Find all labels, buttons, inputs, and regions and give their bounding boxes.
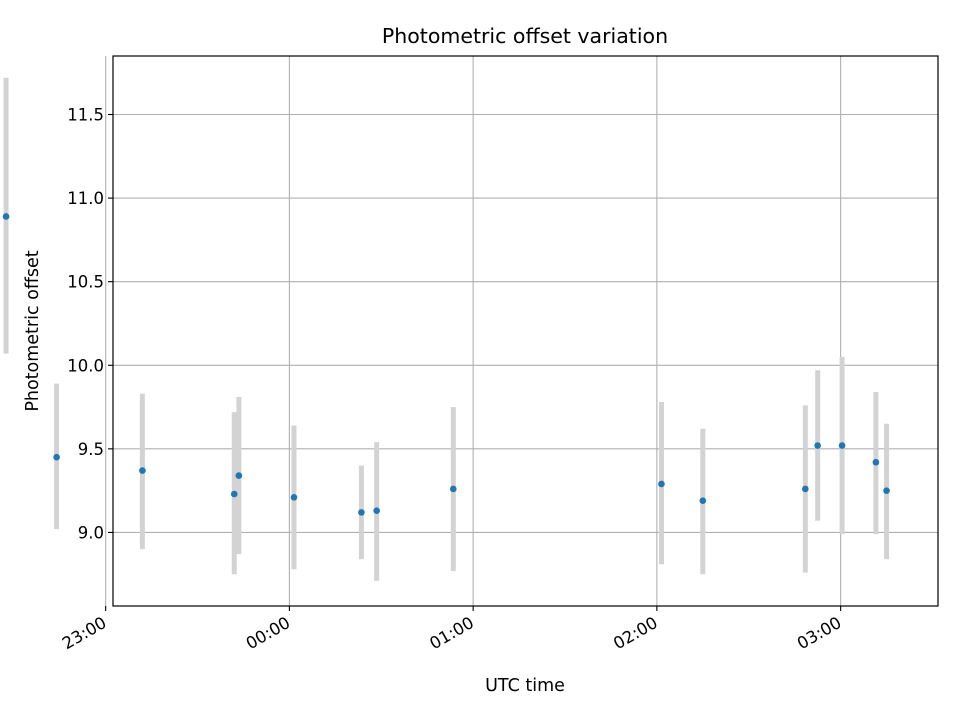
data-point — [449, 485, 457, 493]
data-point — [139, 467, 146, 474]
data-point — [802, 485, 809, 493]
chart-title: Photometric offset variation — [382, 24, 668, 48]
data-point — [358, 509, 365, 516]
plot-frame — [112, 55, 939, 607]
data-point — [235, 472, 243, 479]
data-point — [814, 442, 821, 449]
data-points — [2, 213, 890, 516]
data-point — [230, 490, 238, 498]
y-tick-label: 9.0 — [78, 523, 104, 542]
plot-area — [113, 56, 938, 606]
data-point — [53, 453, 60, 461]
data-point — [290, 494, 298, 501]
y-tick-label: 10.0 — [67, 356, 104, 375]
data-point — [2, 213, 10, 220]
data-point — [699, 497, 707, 504]
x-axis-label: UTC time — [485, 676, 565, 696]
y-axis-label: Photometric offset — [23, 250, 43, 411]
data-point — [658, 480, 665, 488]
data-point — [872, 458, 880, 466]
y-tick-label: 11.0 — [67, 189, 104, 208]
y-tick-label: 11.5 — [67, 106, 104, 125]
data-point — [838, 442, 846, 449]
y-tick-label: 10.5 — [67, 273, 104, 292]
grid — [105, 56, 938, 606]
data-point — [373, 507, 380, 515]
data-point — [883, 487, 890, 494]
y-tick-label: 9.5 — [78, 440, 104, 459]
